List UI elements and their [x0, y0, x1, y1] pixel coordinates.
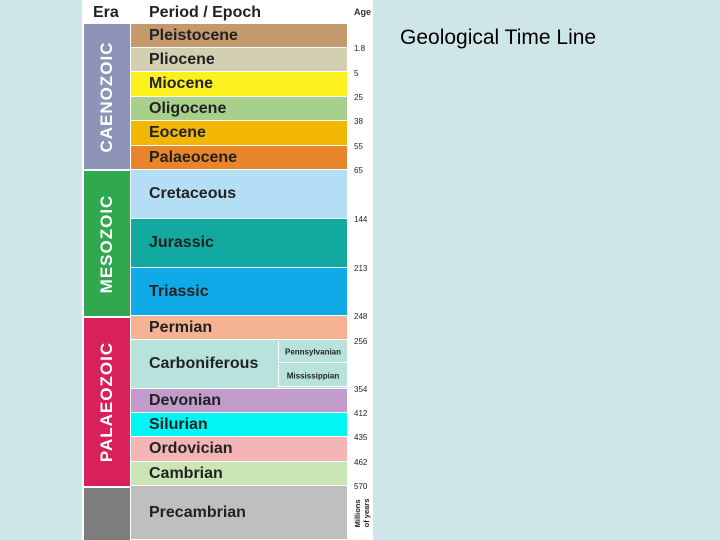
age-value: 248: [354, 312, 368, 321]
age-unit-line: of years: [362, 498, 371, 528]
period-label: Eocene: [149, 124, 206, 141]
era-header: Era: [93, 4, 119, 21]
period-label: Devonian: [149, 391, 222, 409]
period-label: Precambrian: [149, 503, 246, 521]
age-value: 1.8: [354, 44, 366, 53]
era-mesozoic-label: MESOZOIC: [97, 194, 116, 293]
subperiod-label: Pennsylvanian: [284, 347, 342, 356]
period-label: Triassic: [149, 282, 209, 300]
period-band: Devonian: [131, 389, 347, 413]
age-unit-label: Millions of years: [352, 492, 372, 534]
age-value: 5: [354, 69, 359, 78]
period-band: Triassic: [131, 268, 347, 316]
period-label: Permian: [149, 318, 213, 336]
carboniferous-subperiod: Mississippian: [278, 365, 347, 387]
age-value: 435: [354, 433, 368, 442]
period-band: Silurian: [131, 413, 347, 437]
subperiod-label: Mississippian: [286, 371, 340, 380]
period-label: Pleistocene: [149, 26, 238, 44]
age-value: 213: [354, 264, 368, 273]
age-value: 38: [354, 117, 363, 126]
slide-title: Geological Time Line: [400, 26, 597, 49]
era-mesozoic: MESOZOIC: [84, 171, 130, 316]
period-header: Period / Epoch: [149, 4, 262, 21]
age-value: 25: [354, 93, 363, 102]
period-label: Oligocene: [149, 99, 227, 117]
period-band: Oligocene: [131, 97, 347, 121]
age-unit-text: Millions of years: [353, 499, 371, 528]
era-precambrian: [84, 488, 130, 540]
geologic-timeline-chart: Era Period / Epoch Age CAENOZOIC MESOZOI…: [82, 0, 373, 540]
age-value: 570: [354, 482, 368, 491]
period-label: Palaeocene: [149, 148, 238, 166]
period-band: Ordovician: [131, 437, 347, 462]
period-band: Miocene: [131, 72, 347, 97]
period-label: Cambrian: [149, 464, 223, 482]
carboniferous-subperiod: Pennsylvanian: [278, 341, 347, 363]
period-band: Cambrian: [131, 462, 347, 486]
period-band: Eocene: [131, 121, 347, 146]
age-header: Age: [354, 7, 372, 17]
age-value: 462: [354, 458, 368, 467]
period-band: Precambrian: [131, 486, 347, 540]
period-band: Pliocene: [131, 48, 347, 72]
era-palaeozoic-label: PALAEOZOIC: [97, 341, 116, 463]
age-value: 55: [354, 142, 363, 151]
period-label: Silurian: [149, 415, 208, 433]
age-value: 256: [354, 337, 368, 346]
period-band: Pleistocene: [131, 24, 347, 48]
period-label: Jurassic: [149, 234, 214, 251]
period-band: Permian: [131, 316, 347, 340]
age-value: 65: [354, 166, 363, 175]
period-band: Palaeocene: [131, 146, 347, 170]
era-palaeozoic: PALAEOZOIC: [84, 318, 130, 486]
age-value: 412: [354, 409, 368, 418]
age-unit-line: Millions: [353, 499, 362, 528]
period-label: Carboniferous: [149, 355, 259, 372]
era-caenozoic: CAENOZOIC: [84, 24, 130, 169]
period-band: Jurassic: [131, 219, 347, 268]
period-band: Cretaceous: [131, 170, 347, 219]
age-value: 144: [354, 215, 368, 224]
period-label: Ordovician: [149, 440, 233, 457]
period-label: Miocene: [149, 75, 214, 92]
age-value: 354: [354, 385, 368, 394]
period-label: Cretaceous: [149, 185, 237, 202]
period-label: Pliocene: [149, 50, 215, 68]
era-caenozoic-label: CAENOZOIC: [97, 41, 116, 152]
